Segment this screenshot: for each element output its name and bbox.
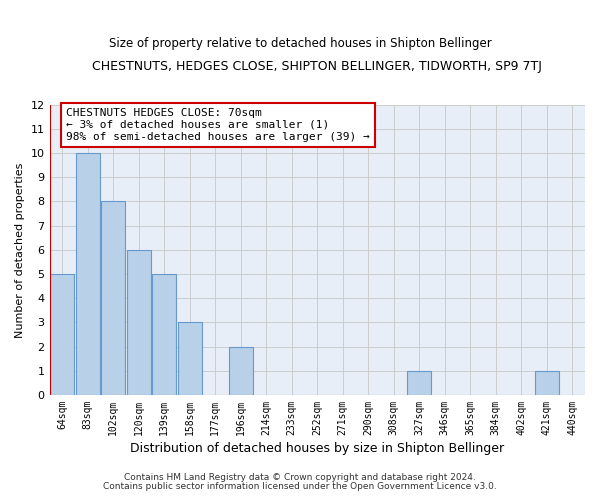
Text: CHESTNUTS HEDGES CLOSE: 70sqm
← 3% of detached houses are smaller (1)
98% of sem: CHESTNUTS HEDGES CLOSE: 70sqm ← 3% of de… — [66, 108, 370, 142]
Bar — [76, 153, 100, 395]
Bar — [229, 346, 253, 395]
Bar — [127, 250, 151, 395]
Bar — [152, 274, 176, 395]
Text: Size of property relative to detached houses in Shipton Bellinger: Size of property relative to detached ho… — [109, 38, 491, 51]
Bar — [50, 274, 74, 395]
Bar — [407, 371, 431, 395]
Bar — [101, 202, 125, 395]
Text: Contains HM Land Registry data © Crown copyright and database right 2024.: Contains HM Land Registry data © Crown c… — [124, 474, 476, 482]
Title: CHESTNUTS, HEDGES CLOSE, SHIPTON BELLINGER, TIDWORTH, SP9 7TJ: CHESTNUTS, HEDGES CLOSE, SHIPTON BELLING… — [92, 60, 542, 73]
Y-axis label: Number of detached properties: Number of detached properties — [15, 162, 25, 338]
Text: Contains public sector information licensed under the Open Government Licence v3: Contains public sector information licen… — [103, 482, 497, 491]
Bar — [178, 322, 202, 395]
Bar — [535, 371, 559, 395]
X-axis label: Distribution of detached houses by size in Shipton Bellinger: Distribution of detached houses by size … — [130, 442, 505, 455]
